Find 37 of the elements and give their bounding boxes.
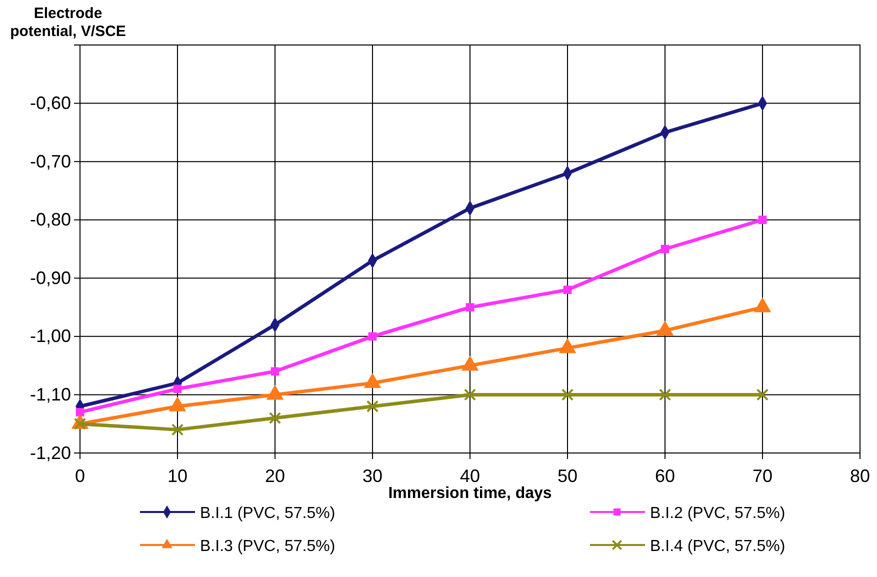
point: [76, 408, 84, 416]
x-tick-label: 20: [264, 466, 286, 486]
y-axis-title: Electrode potential, V/SCE: [10, 5, 126, 40]
point: [171, 424, 184, 436]
legend-label: B.I.2 (PVC, 57.5%): [650, 505, 786, 522]
point: [368, 332, 377, 341]
y-tick-label: -1,20: [30, 442, 71, 463]
x-tick-label: 50: [557, 466, 578, 486]
x-tick-label: 0: [74, 466, 86, 486]
point: [660, 244, 670, 254]
x-tick-label: 10: [167, 466, 188, 486]
point: [466, 303, 474, 312]
point: [366, 400, 379, 412]
y-tick-label: -1,10: [30, 384, 71, 404]
x-axis-title: Immersion time, days: [388, 485, 552, 502]
point: [561, 388, 574, 401]
point: [563, 286, 572, 294]
point: [173, 384, 182, 394]
point: [756, 388, 769, 401]
y-tick-label: -1,00: [30, 326, 71, 346]
legend-label: B.I.1 (PVC, 57.5%): [200, 505, 336, 522]
point: [270, 367, 280, 376]
y-tick-label: -0,80: [30, 210, 71, 230]
point: [464, 388, 476, 401]
y-tick-label: -0,90: [30, 268, 71, 288]
x-tick-label: 60: [654, 466, 676, 486]
y-tick-label: -0,60: [30, 93, 71, 114]
point: [268, 412, 282, 424]
x-tick-label: 30: [362, 466, 383, 486]
x-tick-label: 40: [460, 466, 480, 486]
point: [658, 388, 672, 401]
x-tick-label: 70: [752, 466, 773, 486]
point: [758, 216, 767, 224]
y-tick-label: -0,70: [30, 151, 71, 172]
legend-label: B.I.3 (PVC, 57.5%): [200, 538, 336, 555]
legend-label: B.I.4 (PVC, 57.5%): [650, 538, 786, 555]
x-tick-label: 80: [850, 466, 870, 486]
